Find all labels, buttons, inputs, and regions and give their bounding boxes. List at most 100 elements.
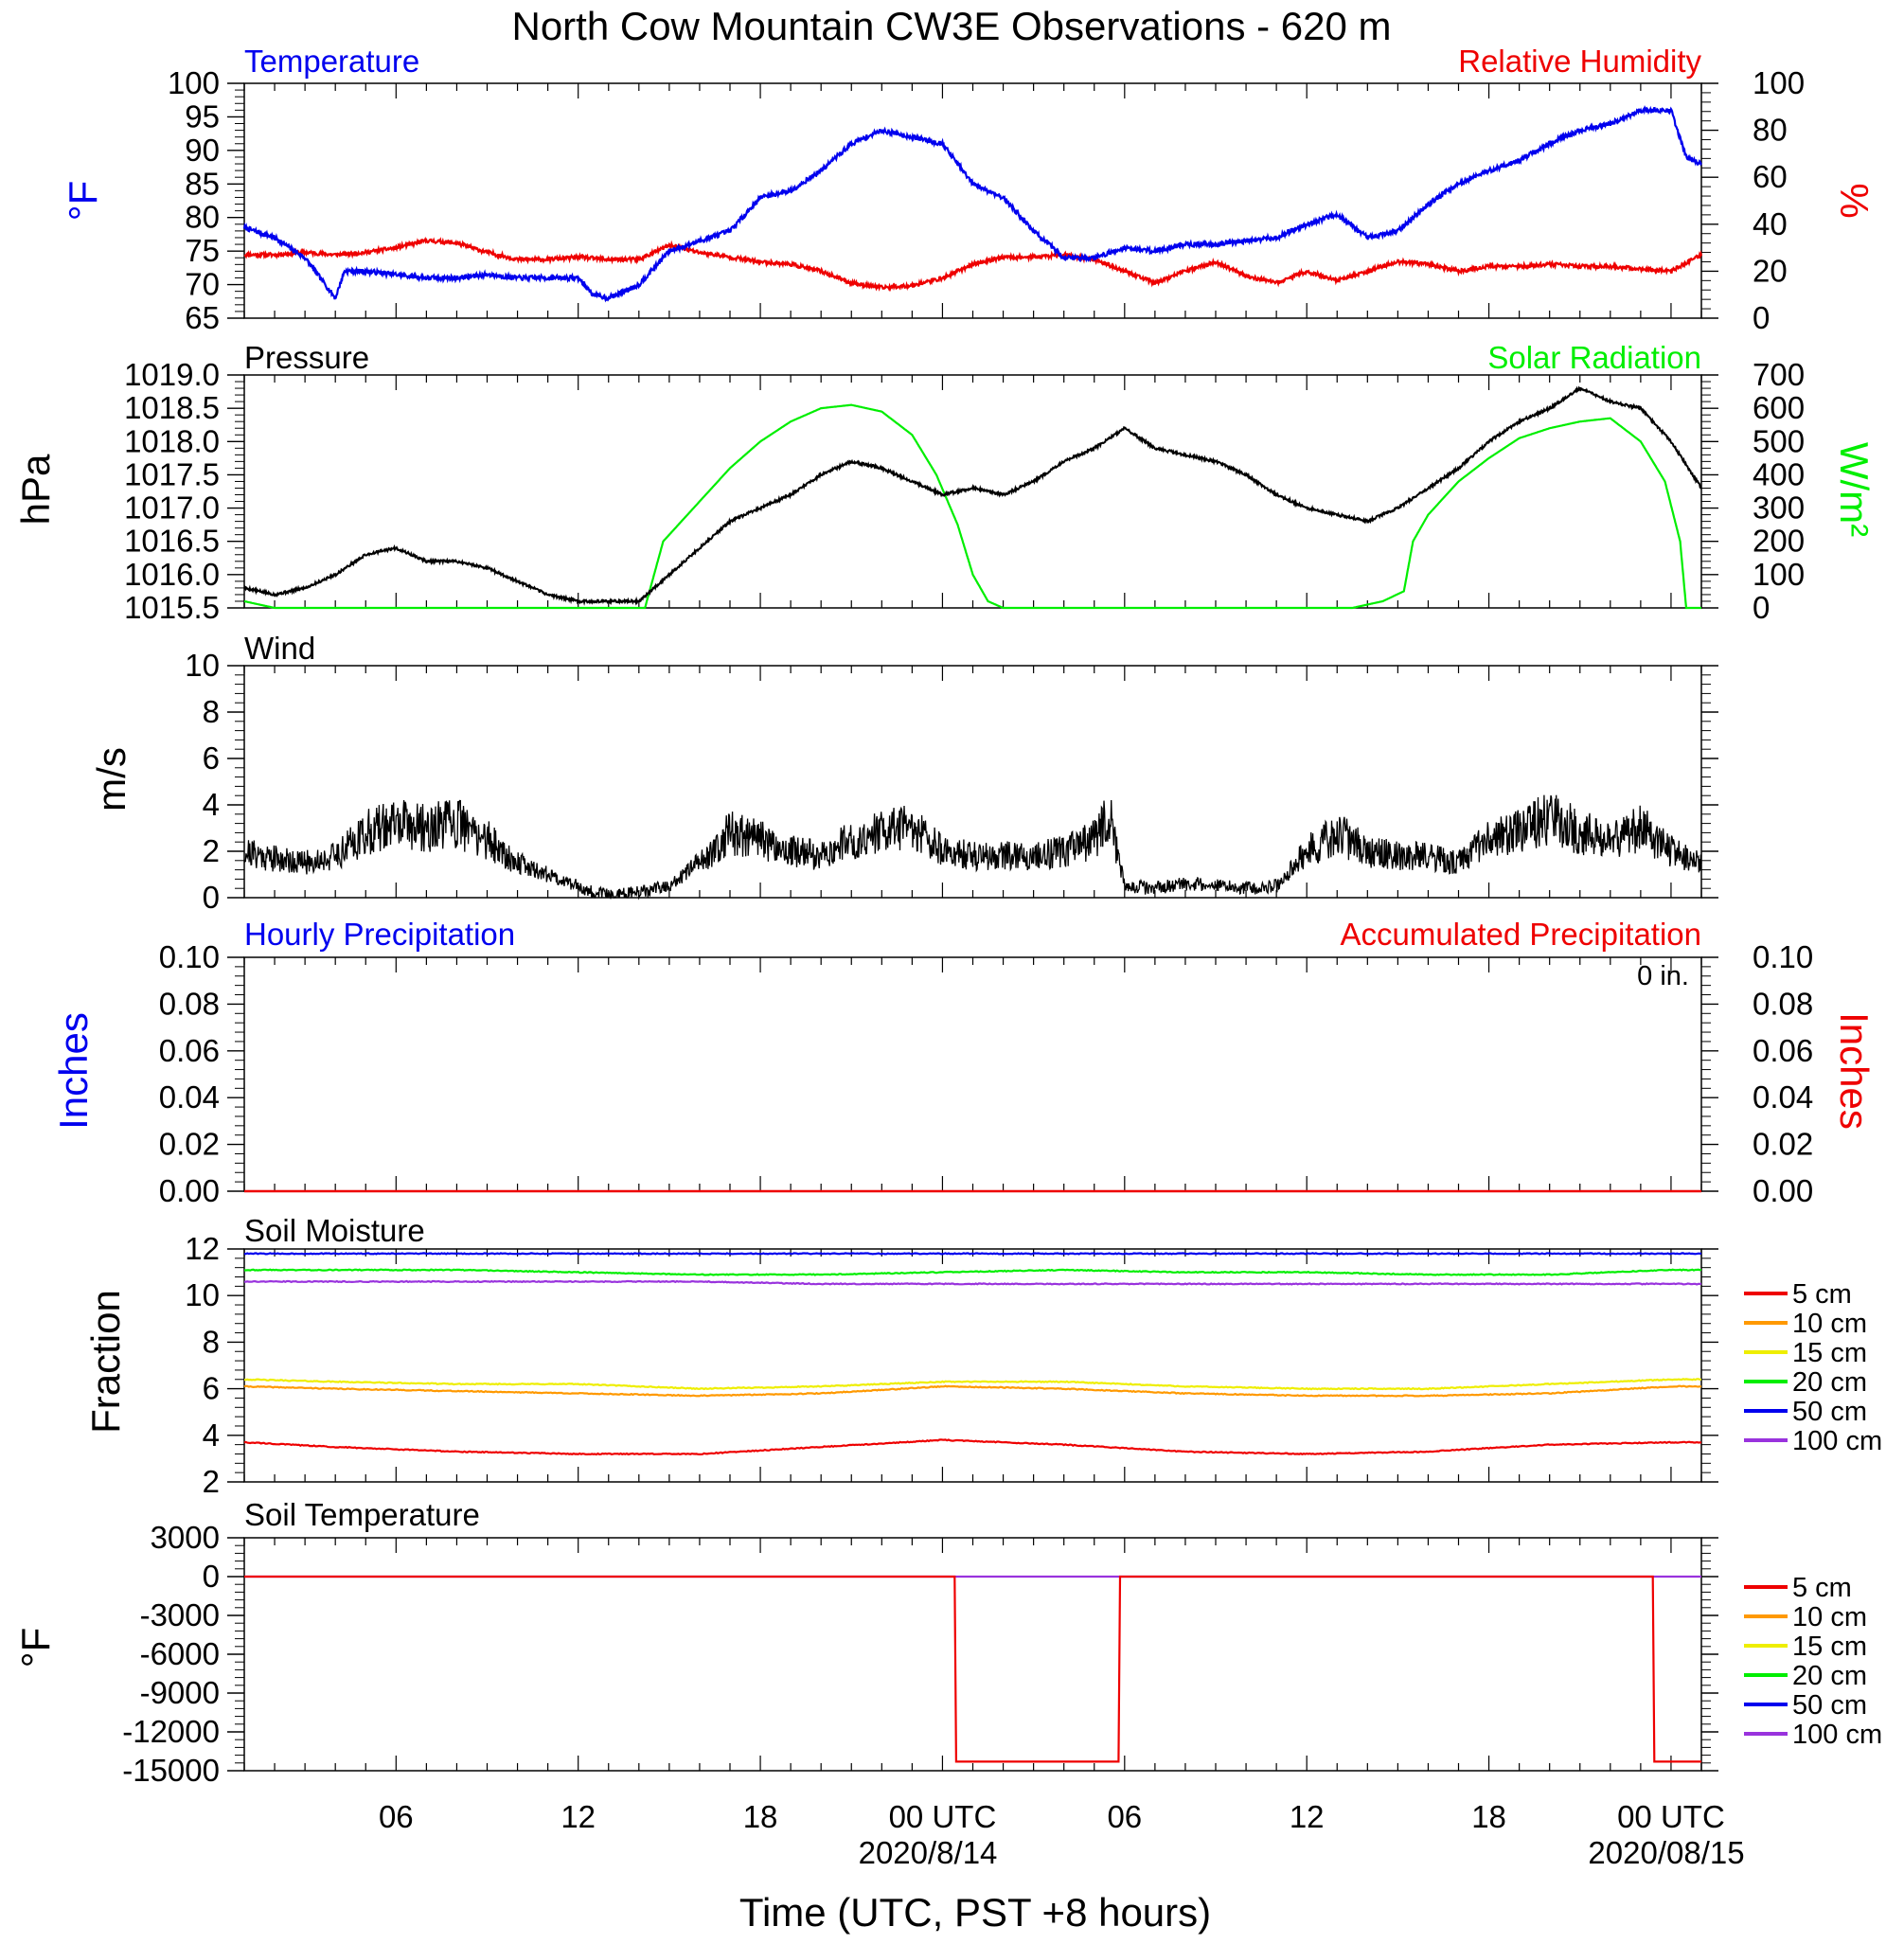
- temperature-panel: Temperature Relative Humidity °F % 65707…: [61, 44, 1877, 335]
- precip-left-unit: Inches: [51, 1012, 96, 1130]
- solar-ytick-label-right: 100: [1753, 557, 1805, 592]
- x-axis-label: Time (UTC, PST +8 hours): [739, 1890, 1211, 1935]
- precip-ytick-label: 0.10: [159, 939, 220, 974]
- humidity-ytick-label-right: 100: [1753, 65, 1805, 100]
- precip-ytick-label: 0.02: [159, 1127, 220, 1162]
- temperature-ytick-label: 65: [185, 300, 220, 335]
- wind-ytick-label: 2: [203, 833, 220, 868]
- wind-ytick-label: 8: [203, 694, 220, 729]
- x-tick-label: 12: [561, 1799, 596, 1834]
- pressure-ytick-label: 1018.5: [124, 390, 220, 425]
- humidity-title: Relative Humidity: [1458, 44, 1701, 79]
- solar-ytick-label-right: 300: [1753, 490, 1805, 526]
- solar-ytick-label-right: 700: [1753, 357, 1805, 392]
- precip-ytick-label: 0.00: [159, 1173, 220, 1208]
- humidity-ytick-label-right: 20: [1753, 253, 1788, 288]
- soil-moisture-ytick-label: 8: [203, 1324, 220, 1359]
- x-tick-label: 00 UTC: [889, 1799, 997, 1834]
- precip-ytick-label-right: 0.08: [1753, 986, 1813, 1021]
- soil-temperature-frame: [243, 1537, 1702, 1772]
- precip-ytick-label-right: 0.04: [1753, 1079, 1813, 1115]
- pressure-ytick-label: 1018.0: [124, 423, 220, 458]
- legend-label: 10 cm: [1792, 1309, 1867, 1339]
- solar-ytick-label-right: 0: [1753, 590, 1770, 625]
- x-date-1: 2020/8/14: [859, 1835, 998, 1870]
- wind-ytick-label: 10: [185, 648, 220, 683]
- soil-temperature-ytick-label: 0: [203, 1559, 220, 1594]
- soil-temperature-ytick-label: -15000: [122, 1753, 220, 1788]
- soil-temperature-title: Soil Temperature: [244, 1497, 480, 1532]
- temperature-ytick-label: 75: [185, 233, 220, 268]
- temperature-ytick-label: 95: [185, 98, 220, 134]
- pressure-line: [243, 385, 1702, 606]
- soil-temperature-ytick-label: -6000: [140, 1636, 220, 1671]
- hourly-precip-title: Hourly Precipitation: [244, 917, 515, 952]
- soil-moisture-ytick-label: 12: [185, 1231, 220, 1266]
- pressure-panel: Pressure Solar Radiation hPa W/m² 1015.5…: [13, 340, 1877, 625]
- precip-frame: [243, 956, 1702, 1192]
- wind-ytick-label: 6: [203, 740, 220, 776]
- pressure-unit: hPa: [13, 454, 58, 525]
- humidity-ytick-label-right: 80: [1753, 113, 1788, 148]
- legend-label: 15 cm: [1792, 1632, 1867, 1662]
- pressure-title: Pressure: [244, 340, 369, 375]
- wind-ytick-label: 0: [203, 880, 220, 915]
- soil-moisture-ytick-label: 6: [203, 1371, 220, 1406]
- precipitation-panel: Hourly Precipitation Accumulated Precipi…: [51, 917, 1877, 1208]
- solar-ytick-label-right: 500: [1753, 423, 1805, 458]
- precip-ytick-label-right: 0.06: [1753, 1033, 1813, 1068]
- pressure-ytick-label: 1017.0: [124, 490, 220, 526]
- soil-moisture-line-100cm: [243, 1279, 1702, 1286]
- x-tick-label: 06: [379, 1799, 414, 1834]
- pressure-ytick-label: 1019.0: [124, 357, 220, 392]
- soil-temperature-ytick-label: 3000: [151, 1520, 220, 1555]
- legend-label: 5 cm: [1792, 1279, 1852, 1310]
- soil-moisture-line-15cm: [243, 1378, 1701, 1391]
- precip-ytick-label-right: 0.02: [1753, 1127, 1813, 1162]
- precip-ytick-label-right: 0.10: [1753, 939, 1813, 974]
- soil-moisture-line-5cm: [243, 1438, 1702, 1456]
- accum-precip-title: Accumulated Precipitation: [1340, 917, 1701, 952]
- soil-moisture-title: Soil Moisture: [244, 1213, 425, 1248]
- pressure-ytick-label: 1016.0: [124, 557, 220, 592]
- temperature-frame: [243, 82, 1702, 319]
- legend-label: 100 cm: [1792, 1426, 1882, 1456]
- wind-unit: m/s: [89, 747, 133, 811]
- temperature-ytick-label: 100: [168, 65, 220, 100]
- humidity-line: [243, 236, 1703, 293]
- solar-title: Solar Radiation: [1487, 340, 1701, 375]
- legend-label: 50 cm: [1792, 1690, 1867, 1721]
- solar-ytick-label-right: 400: [1753, 456, 1805, 491]
- temperature-title: Temperature: [244, 44, 419, 79]
- soil-temperature-panel: Soil Temperature °F -15000 -12000 -9000 -60…: [13, 1497, 1718, 1788]
- x-date-2: 2020/08/15: [1588, 1835, 1744, 1870]
- pressure-ytick-label: 1017.5: [124, 456, 220, 491]
- soil-temperature-ytick-label: -3000: [140, 1597, 220, 1632]
- soil-temperature-ytick-label: -12000: [122, 1714, 220, 1749]
- wind-title: Wind: [244, 631, 315, 666]
- time-axis: 06 12 18 00 UTC 06 12 18 00 UTC: [379, 1799, 1725, 1834]
- wind-ytick-label: 4: [203, 787, 220, 822]
- temperature-ytick-label: 80: [185, 200, 220, 235]
- humidity-ytick-label-right: 60: [1753, 159, 1788, 194]
- soil-moisture-ytick-label: 2: [203, 1464, 220, 1499]
- precip-right-unit: Inches: [1832, 1012, 1877, 1130]
- legend-label: 100 cm: [1792, 1720, 1882, 1750]
- x-tick-label: 12: [1290, 1799, 1325, 1834]
- soil-temperature-line-5cm: [244, 1575, 1701, 1763]
- precip-ytick-label-right: 0.00: [1753, 1173, 1813, 1208]
- soil-moisture-ytick-label: 10: [185, 1277, 220, 1312]
- precip-ytick-label: 0.06: [159, 1033, 220, 1068]
- legend-label: 10 cm: [1792, 1602, 1867, 1632]
- soil-moisture-panel: Soil Moisture Fraction 2 4 6 8 10 12: [83, 1213, 1718, 1499]
- legend-label: 5 cm: [1792, 1573, 1852, 1603]
- soil-moisture-unit: Fraction: [83, 1290, 128, 1434]
- solar-ytick-label-right: 200: [1753, 524, 1805, 559]
- legend-label: 50 cm: [1792, 1397, 1867, 1427]
- figure-title: North Cow Mountain CW3E Observations - 6…: [511, 4, 1391, 48]
- wind-speed-line: [243, 794, 1702, 901]
- precip-ytick-label: 0.08: [159, 986, 220, 1021]
